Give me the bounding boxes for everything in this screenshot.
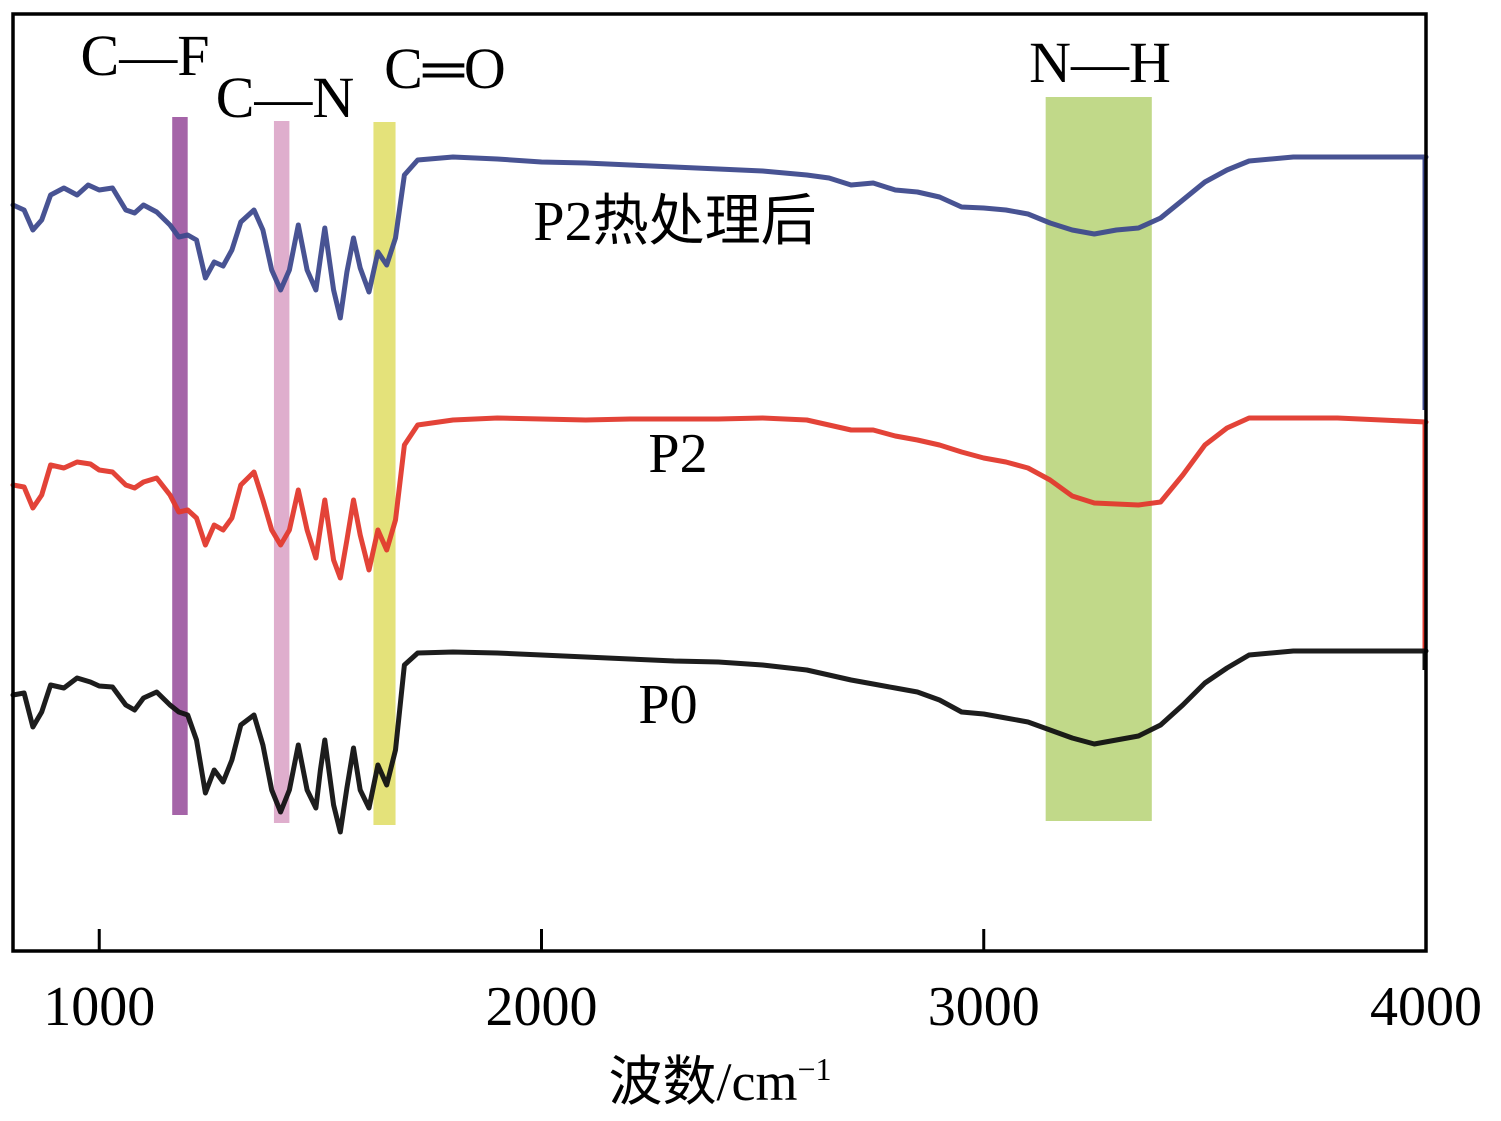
x-axis-label-superscript: −1 — [797, 1051, 831, 1087]
plot-frame — [11, 12, 1428, 953]
band-3-c-o — [373, 122, 396, 825]
series-label-3: P0 — [638, 674, 697, 736]
x-axis-label: 波数/cm−1 — [608, 1051, 831, 1112]
series-label-1: P2热处理后 — [533, 191, 816, 253]
band-2-c-n — [273, 121, 290, 823]
series-label-2: P2 — [648, 423, 707, 485]
band-1-c-f — [172, 117, 188, 815]
band-label-2: C—N — [216, 65, 355, 130]
bands-layer — [172, 97, 1152, 825]
series-layer — [10, 154, 1429, 835]
ticks-layer: 1000 2000 3000 4000 — [43, 929, 1482, 1038]
x-tick-label-1000: 1000 — [43, 976, 155, 1038]
band-label-1: C—F — [81, 23, 210, 88]
series-line-3 — [10, 648, 1429, 835]
band-label-3: C═O — [384, 36, 506, 101]
band-4-n-h — [1045, 97, 1152, 821]
band-label-4: N—H — [1029, 30, 1171, 95]
series-line-2 — [10, 415, 1429, 581]
x-tick-label-3000: 3000 — [928, 976, 1040, 1038]
series-line-1 — [10, 154, 1429, 321]
labels-layer: C—FC—N C═O N—H P2热处理后 P2 P0 — [81, 23, 1171, 736]
x-tick-label-2000: 2000 — [485, 976, 597, 1038]
x-axis-label-text: 波数/cm — [608, 1052, 797, 1112]
x-tick-label-4000: 4000 — [1370, 976, 1482, 1038]
